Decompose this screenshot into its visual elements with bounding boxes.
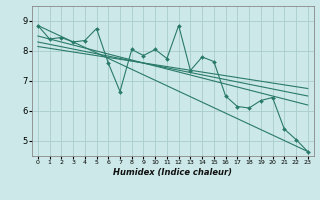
X-axis label: Humidex (Indice chaleur): Humidex (Indice chaleur) <box>113 168 232 177</box>
